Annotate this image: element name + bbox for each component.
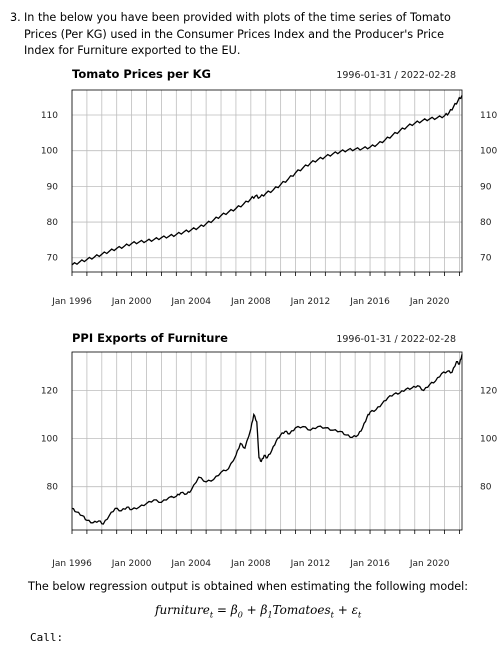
- y-tick-label-left: 110: [41, 111, 58, 121]
- series-line: [71, 354, 463, 525]
- plot-frame: [71, 351, 463, 531]
- formula-error-sub: t: [358, 610, 362, 620]
- formula-beta0: β: [230, 603, 238, 617]
- model-formula: furnituret = β0 + β1Tomatoest + εt: [155, 603, 361, 619]
- x-tick-label: Jan 2016: [349, 559, 390, 569]
- question-text: In the below you have been provided with…: [24, 11, 451, 57]
- y-tick-label-left: 90: [47, 182, 59, 192]
- x-tick-label: Jan 2016: [349, 297, 390, 307]
- y-tick-label-right: 100: [480, 435, 497, 445]
- x-tick-label: Jan 2000: [111, 559, 152, 569]
- y-tick-label-right: 80: [480, 483, 492, 493]
- formula-lhs-sub: t: [209, 610, 214, 620]
- y-tick-label-right: 90: [480, 182, 492, 192]
- y-tick-label-right: 70: [480, 254, 492, 264]
- formula-beta1: β: [260, 603, 268, 617]
- tomato-price-chart: Tomato Prices per KG 1996-01-31 / 2022-02…: [41, 67, 498, 307]
- formula-var: Tomatoes: [272, 603, 331, 617]
- y-tick-label-left: 70: [47, 254, 59, 264]
- x-tick-label: Jan 2012: [290, 559, 331, 569]
- regression-intro: The below regression output is obtained …: [28, 580, 469, 593]
- y-tick-label-left: 80: [47, 218, 59, 228]
- x-tick-label: Jan 2020: [409, 297, 450, 307]
- formula-error: ε: [351, 603, 359, 617]
- plot-frame: [71, 89, 463, 273]
- x-tick-label: Jan 2000: [111, 297, 152, 307]
- y-tick-label-right: 80: [480, 218, 492, 228]
- y-tick-label-right: 110: [480, 111, 497, 121]
- y-tick-label-right: 120: [480, 386, 497, 396]
- chart-title: Tomato Prices per KG: [72, 67, 211, 81]
- formula-beta0-sub: 0: [237, 610, 243, 620]
- question-number: 3.: [10, 11, 21, 24]
- formula-lhs: furniture: [155, 603, 210, 617]
- y-tick-label-left: 100: [41, 147, 58, 157]
- x-tick-label: Jan 2004: [170, 559, 211, 569]
- x-tick-label: Jan 1996: [51, 559, 92, 569]
- y-tick-label-right: 100: [480, 147, 497, 157]
- x-tick-label: Jan 2020: [409, 559, 450, 569]
- call-label: Call:: [30, 631, 64, 644]
- y-tick-label-left: 120: [41, 386, 58, 396]
- x-tick-label: Jan 1996: [51, 297, 92, 307]
- x-tick-label: Jan 2004: [170, 297, 211, 307]
- chart-date-range: 1996-01-31 / 2022-02-28: [336, 334, 456, 345]
- formula-plus2: +: [333, 603, 352, 617]
- y-tick-label-left: 80: [47, 483, 59, 493]
- x-tick-label: Jan 2008: [230, 297, 271, 307]
- furniture-ppi-chart: PPI Exports of Furniture 1996-01-31 / 202…: [41, 331, 498, 569]
- chart-date-range: 1996-01-31 / 2022-02-28: [336, 70, 456, 81]
- formula-var-sub: t: [330, 610, 334, 620]
- y-tick-label-left: 100: [41, 435, 58, 445]
- formula-eq: =: [213, 603, 231, 617]
- formula-plus: +: [242, 603, 261, 617]
- series-line: [71, 95, 463, 266]
- x-tick-label: Jan 2008: [230, 559, 271, 569]
- formula-beta1-sub: 1: [267, 610, 273, 620]
- chart-title: PPI Exports of Furniture: [72, 331, 228, 345]
- question-block: 3. In the below you have been provided w…: [10, 10, 478, 60]
- x-tick-label: Jan 2012: [290, 297, 331, 307]
